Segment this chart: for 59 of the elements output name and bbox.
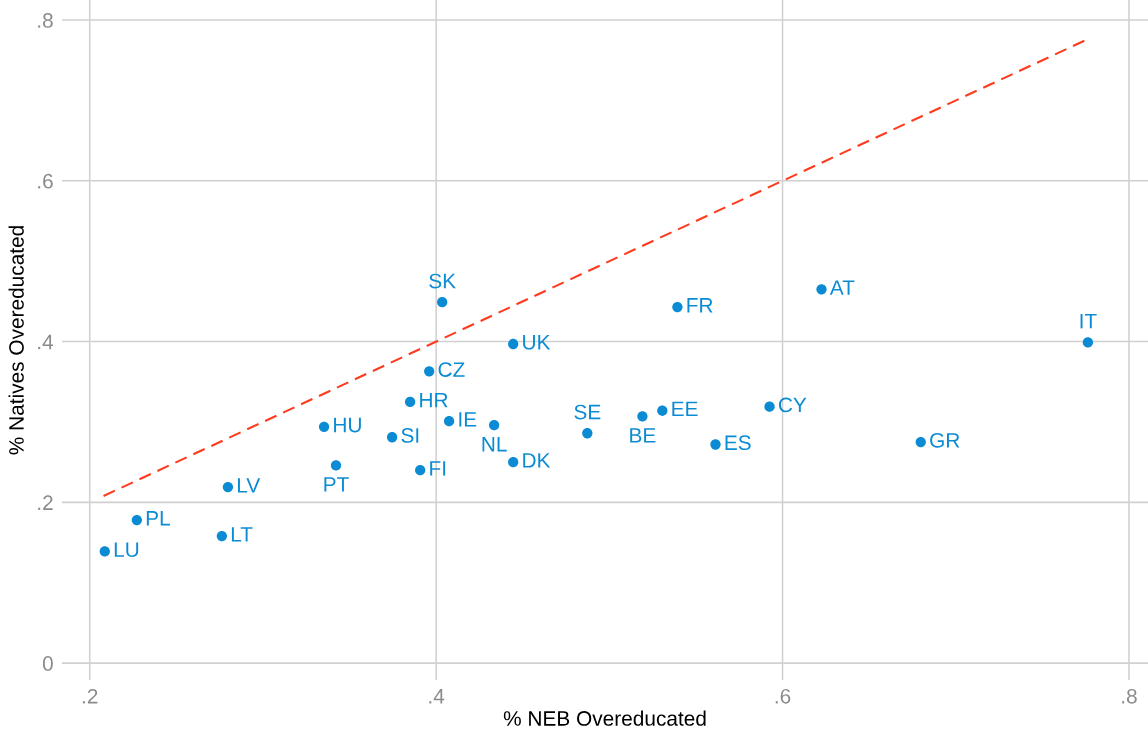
annotation: BE: [630, 428, 656, 443]
annotation: EE: [672, 401, 698, 417]
annotation: DK: [523, 453, 551, 468]
point: [330, 460, 342, 471]
annotation: FI: [430, 461, 446, 476]
annotation: GR: [930, 432, 960, 448]
point: [672, 301, 683, 313]
point: [99, 546, 110, 557]
annotation: NL: [482, 437, 507, 452]
point: [637, 411, 648, 422]
annotation: SE: [574, 404, 601, 420]
point: [415, 465, 426, 476]
x-axis-title: % NEB Overeducated: [503, 710, 706, 726]
annotation: UK: [523, 335, 551, 350]
annotation: SK: [429, 273, 456, 289]
point: [216, 530, 228, 542]
y-axis-title: % Natives Overeducated: [8, 226, 24, 455]
x-tick-label: .4: [429, 689, 445, 704]
annotation: HR: [420, 392, 448, 408]
point: [424, 366, 435, 377]
x-tick-label: .6: [775, 688, 791, 704]
annotation: HU: [334, 417, 361, 433]
point: [816, 284, 827, 295]
point: [657, 405, 668, 416]
annotation: LU: [114, 542, 139, 557]
y-tick-label: .4: [38, 334, 54, 350]
point: [222, 481, 234, 493]
annotation: ES: [725, 435, 751, 451]
annotation: LV: [237, 478, 261, 493]
annotation: IE: [459, 412, 477, 427]
point: [1082, 337, 1094, 348]
annotation: PL: [146, 511, 170, 526]
annotation: IT: [1080, 314, 1097, 329]
y-tick-label: .8: [38, 13, 53, 28]
annotation: SI: [401, 428, 419, 443]
annotation: PT: [324, 477, 349, 492]
point: [764, 401, 775, 412]
point: [404, 396, 416, 408]
y-tick-label: .6: [38, 173, 53, 189]
annotation: FR: [687, 298, 713, 313]
x-tick-label: .8: [1122, 688, 1137, 704]
point: [710, 439, 721, 450]
annotation: AT: [829, 280, 855, 295]
point: [131, 514, 142, 526]
annotation: CZ: [438, 362, 465, 377]
point: [915, 436, 926, 448]
annotation: LT: [231, 527, 253, 542]
point: [386, 432, 398, 443]
point: [318, 421, 330, 432]
y-tick-label: .2: [38, 495, 53, 510]
point: [489, 420, 500, 431]
point: [443, 416, 455, 427]
y-tick-label: 0: [42, 656, 53, 671]
point: [508, 338, 519, 350]
annotation: CY: [778, 397, 807, 413]
point: [508, 457, 519, 468]
x-tick-label: .2: [82, 688, 98, 704]
point: [437, 297, 448, 308]
point: [582, 428, 593, 439]
